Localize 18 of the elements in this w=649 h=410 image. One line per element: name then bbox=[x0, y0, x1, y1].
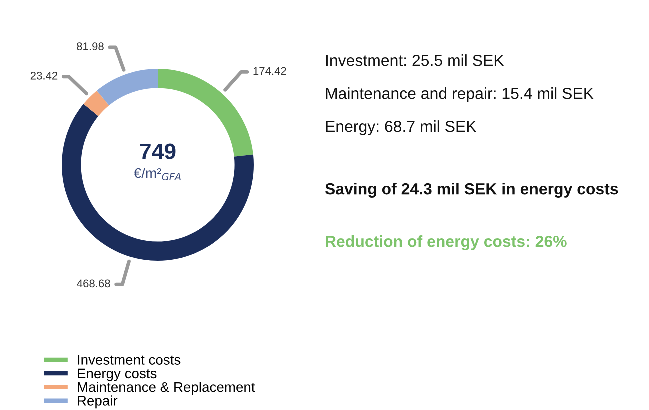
data-label: 174.42 bbox=[254, 67, 286, 76]
donut-slice bbox=[84, 90, 110, 116]
text: Reduction of energy costs: 26% bbox=[326, 236, 567, 250]
donut-slice bbox=[97, 69, 158, 106]
legend-label: Investment costs bbox=[78, 355, 181, 365]
donut-slice bbox=[62, 104, 254, 261]
text: €/m²$_{GFA}$ bbox=[134, 168, 181, 181]
text: Saving of 24.3 mil SEK in energy costs bbox=[325, 183, 618, 198]
legend-label: Maintenance & Replacement bbox=[78, 382, 256, 395]
legend-label: Energy costs bbox=[78, 368, 157, 382]
text: Investment: 25.5 mil SEK bbox=[326, 54, 504, 66]
text: 749 bbox=[140, 144, 176, 160]
text: Energy: 68.7 mil SEK bbox=[326, 120, 477, 136]
data-label: 468.68 bbox=[77, 280, 110, 288]
data-label: 23.42 bbox=[30, 72, 58, 80]
data-label: 81.98 bbox=[77, 42, 104, 50]
text: Maintenance and repair: 15.4 mil SEK bbox=[326, 88, 594, 102]
legend-label: Repair bbox=[78, 396, 118, 409]
